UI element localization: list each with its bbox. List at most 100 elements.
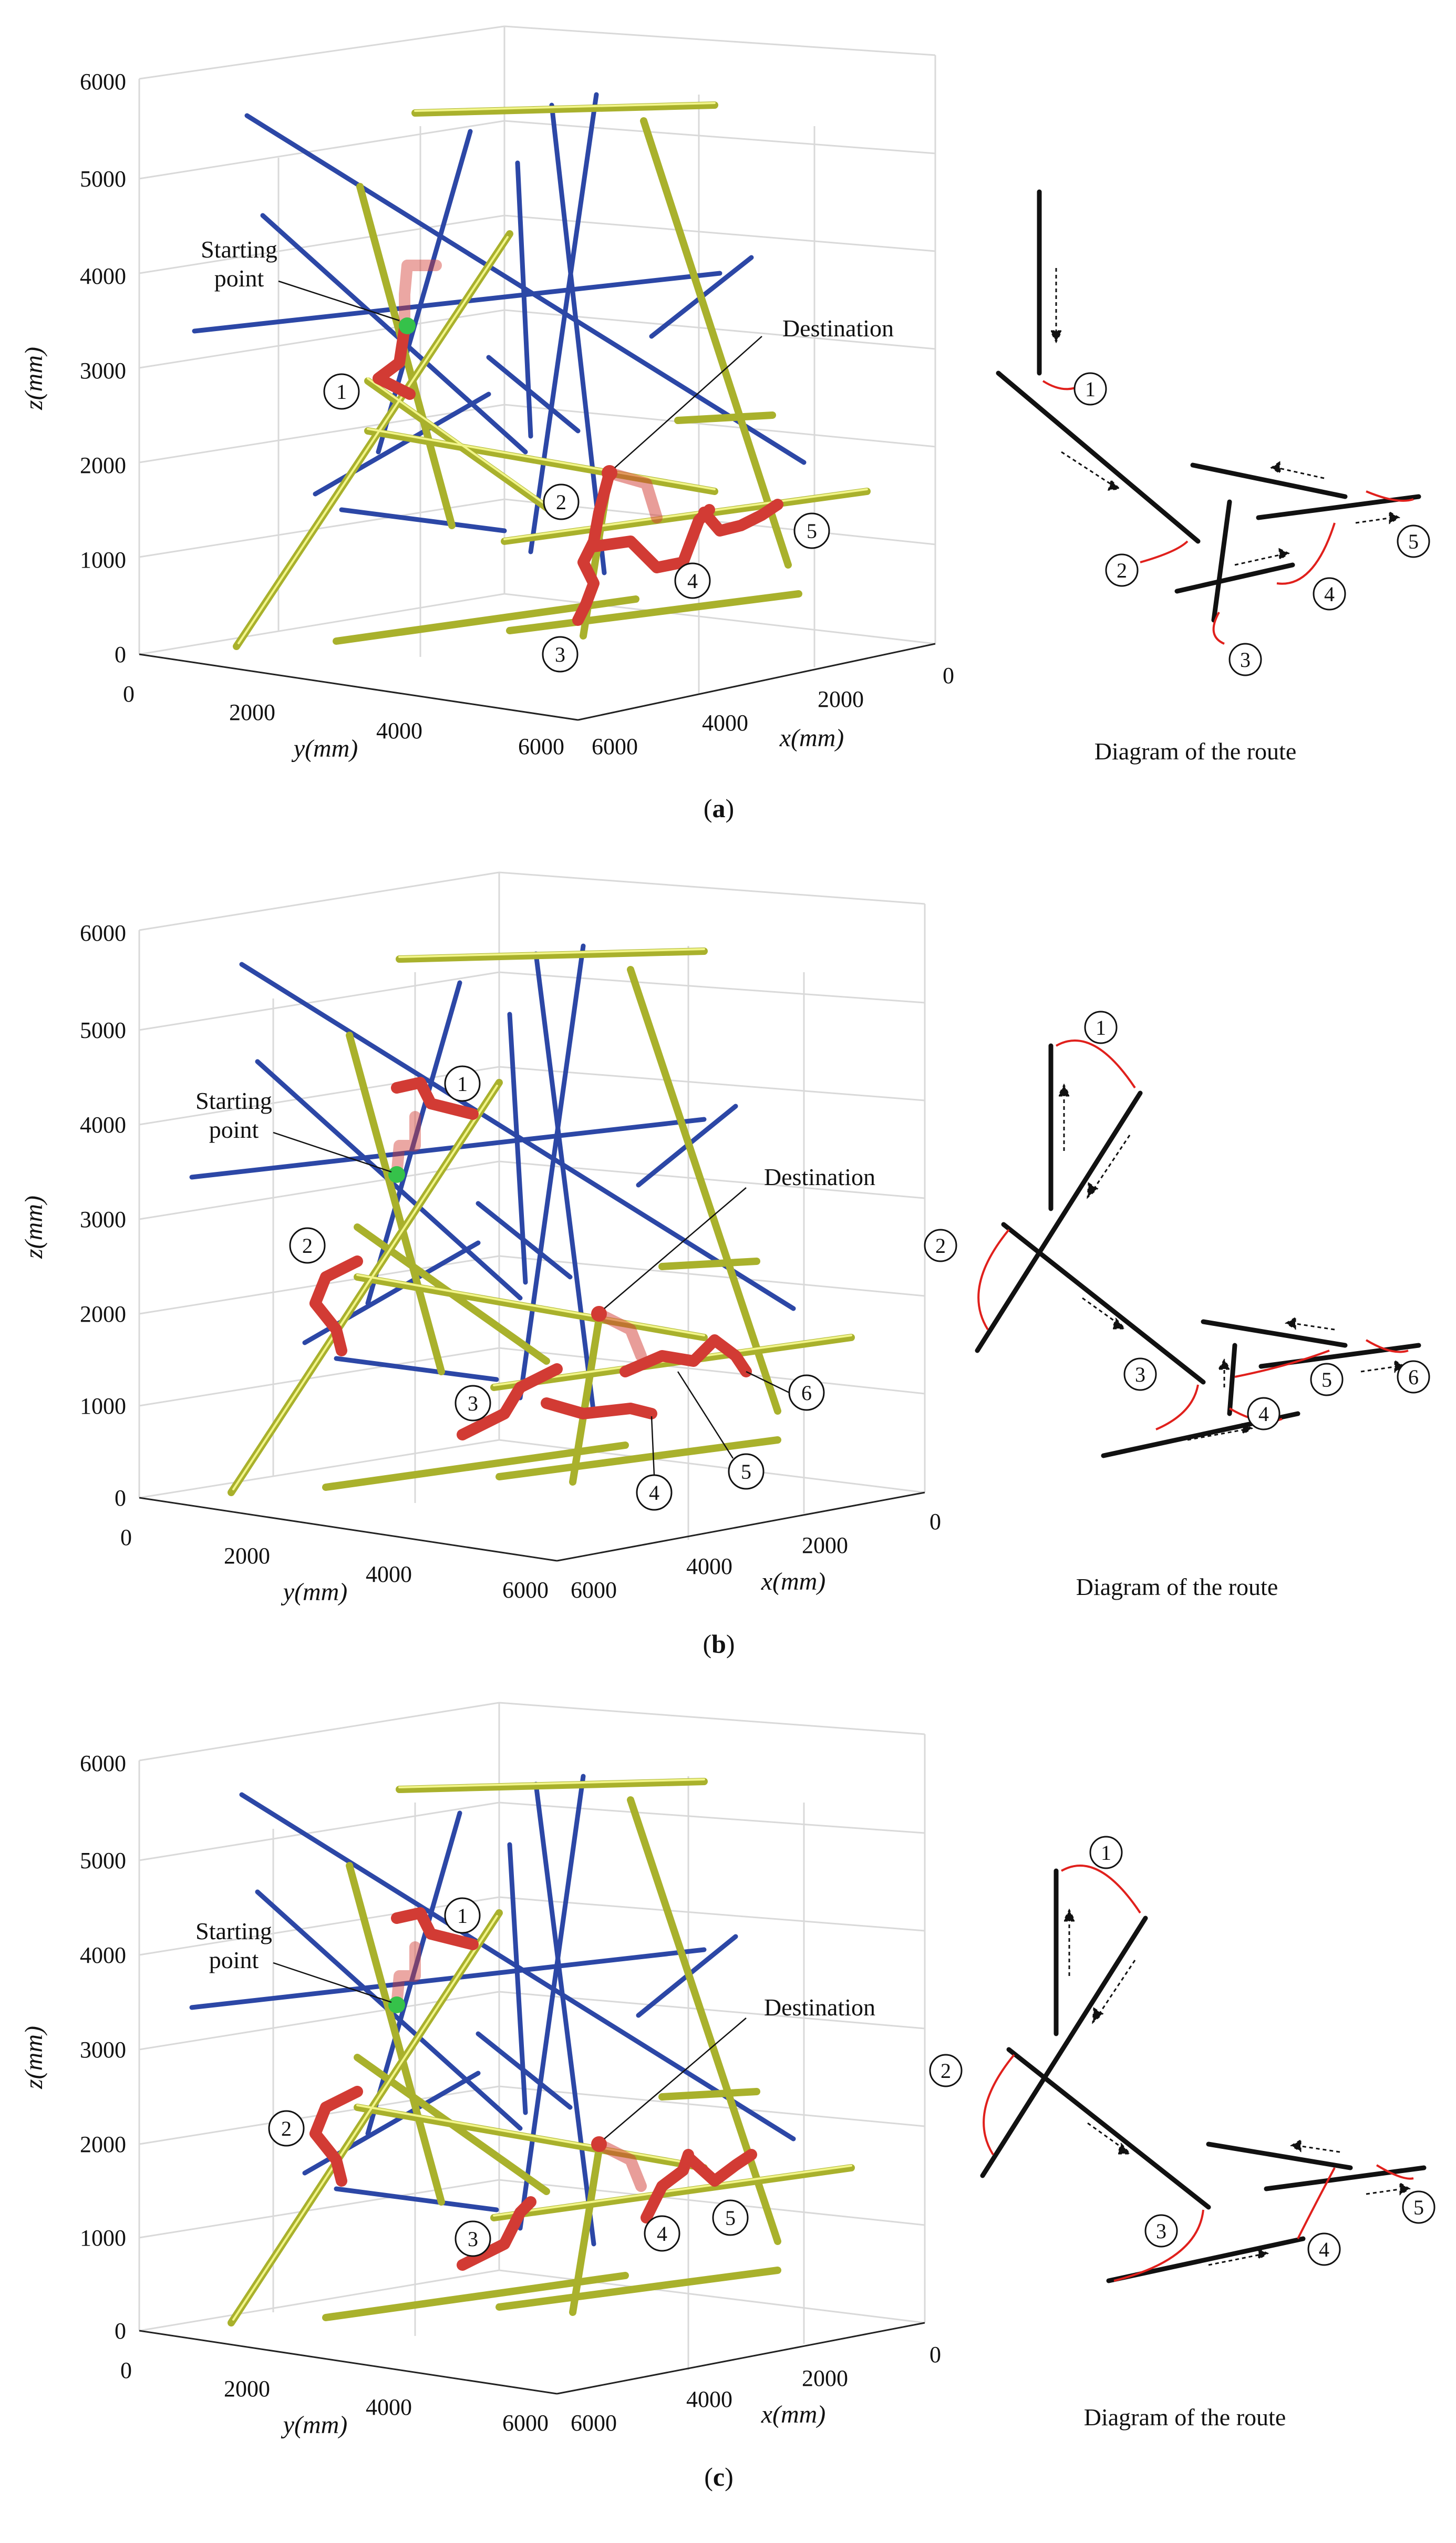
- y-tick-4000: 4000: [376, 718, 422, 744]
- route-marker: 4: [687, 569, 698, 593]
- z-tick-6000: 6000: [80, 1751, 126, 1776]
- diagram-marker: 3: [1240, 648, 1251, 672]
- z-tick-3000: 3000: [80, 1207, 126, 1232]
- yellow-poles: [228, 948, 855, 1496]
- y-tick-0: 0: [120, 1525, 132, 1550]
- diagram-marker: 3: [1156, 2219, 1166, 2243]
- yellow-pole: [506, 590, 802, 634]
- blue-pole: [528, 92, 599, 554]
- y-axis-label: y(mm): [281, 1578, 348, 1606]
- panel-b-svg: 0 1000 2000 3000 4000 5000 6000 z(mm) 0 …: [20, 871, 1430, 1659]
- x-axis-label: x(mm): [761, 2401, 826, 2428]
- y-tick-2000: 2000: [224, 1543, 270, 1569]
- z-tick-5000: 5000: [80, 1848, 126, 1873]
- yellow-pole: [640, 117, 792, 569]
- x-tick-6000: 6000: [571, 2410, 617, 2436]
- z-axis-label: z(mm): [20, 347, 48, 410]
- z-axis-label: z(mm): [20, 2026, 48, 2089]
- starting-label-line2: point: [214, 265, 264, 292]
- z-tick-5000: 5000: [80, 166, 126, 192]
- route-marker: 5: [725, 2206, 736, 2230]
- z-tick-6000: 6000: [80, 69, 126, 95]
- blue-pole: [192, 271, 722, 334]
- svg-text:(a): (a): [704, 794, 734, 823]
- panel-a: 0 1000 2000 3000 4000 5000 6000 z(mm) 0 …: [0, 0, 1456, 841]
- destination-label: Destination: [764, 1164, 875, 1190]
- yellow-pole: [674, 411, 776, 424]
- x-tick-0: 0: [930, 1509, 941, 1535]
- panel-a-svg: 0 1000 2000 3000 4000 5000 6000 z(mm) 0 …: [20, 25, 1430, 823]
- robot-route: [309, 1077, 752, 1440]
- y-tick-0: 0: [123, 681, 135, 707]
- yellow-pole: [501, 488, 871, 545]
- panel-b: 0 1000 2000 3000 4000 5000 6000 z(mm) 0 …: [0, 841, 1456, 1682]
- yellow-poles: [228, 1778, 855, 2326]
- diagram-marker: 4: [1258, 1402, 1269, 1426]
- z-tick-5000: 5000: [80, 1017, 126, 1043]
- axes-frame: [139, 2322, 925, 2395]
- destination-marker: [602, 465, 617, 481]
- x-ticks: 6000 4000 2000 0 x(mm): [571, 2342, 941, 2436]
- svg-text:(c): (c): [704, 2462, 734, 2491]
- caption-letter: a: [712, 794, 726, 823]
- route-marker: 5: [807, 519, 817, 543]
- x-tick-2000: 2000: [818, 686, 864, 712]
- y-tick-6000: 6000: [502, 1577, 549, 1603]
- z-tick-0: 0: [115, 642, 126, 667]
- y-axis-label: y(mm): [291, 735, 358, 763]
- starting-leader-line: [273, 1131, 392, 1173]
- starting-label-line1: Starting: [195, 1918, 272, 1944]
- route-diagram: [975, 1043, 1421, 1458]
- y-tick-4000: 4000: [366, 1561, 412, 1587]
- x-tick-4000: 4000: [686, 2386, 732, 2412]
- blue-pole: [549, 102, 607, 575]
- diagram-marker: 1: [1085, 377, 1096, 401]
- destination-leader-line: [614, 336, 762, 468]
- z-tick-3000: 3000: [80, 358, 126, 384]
- route-diagram: [980, 1868, 1427, 2283]
- starting-label-line2: point: [209, 1116, 259, 1143]
- z-ticks: 0 1000 2000 3000 4000 5000 6000 z(mm): [20, 69, 126, 667]
- x-tick-0: 0: [943, 663, 954, 688]
- destination-leader-line: [604, 1187, 747, 1309]
- destination-marker: [591, 1306, 607, 1322]
- z-tick-4000: 4000: [80, 1112, 126, 1138]
- diagram-marker: 3: [1135, 1363, 1145, 1386]
- blue-pole: [486, 355, 581, 434]
- route-marker: 4: [649, 1481, 659, 1505]
- diagram-marker: 2: [1117, 559, 1127, 582]
- diagram-marker: 5: [1413, 2196, 1424, 2219]
- z-tick-4000: 4000: [80, 1942, 126, 1968]
- starting-leader-line: [278, 280, 400, 322]
- z-tick-1000: 1000: [80, 1393, 126, 1419]
- route-marker: 1: [457, 1072, 468, 1096]
- blue-pole: [339, 507, 507, 533]
- z-tick-0: 0: [115, 2318, 126, 2344]
- y-ticks: 0 2000 4000 6000 y(mm): [120, 1525, 549, 1606]
- diagram-marker: 4: [1319, 2238, 1329, 2261]
- robot-route: [309, 1907, 757, 2271]
- panel-c: 0 1000 2000 3000 4000 5000 6000 z(mm) 0 …: [0, 1682, 1456, 2523]
- yellow-pole: [411, 101, 718, 117]
- z-axis-label: z(mm): [20, 1196, 48, 1259]
- starting-leader-line: [273, 1962, 392, 2003]
- route-diagram: [996, 189, 1421, 623]
- route-marker: 2: [281, 2117, 292, 2140]
- x-tick-4000: 4000: [702, 710, 748, 736]
- diagram-marker: 2: [935, 1234, 946, 1258]
- x-tick-2000: 2000: [802, 2365, 848, 2391]
- route-marker: 6: [801, 1381, 812, 1405]
- z-tick-4000: 4000: [80, 263, 126, 289]
- y-tick-6000: 6000: [518, 734, 564, 759]
- route-marker: 3: [468, 2227, 478, 2251]
- destination-label: Destination: [764, 1994, 875, 2021]
- route-marker: 2: [302, 1234, 313, 1258]
- z-tick-6000: 6000: [80, 920, 126, 946]
- route-marker: 5: [741, 1460, 751, 1484]
- blue-pole: [515, 160, 533, 439]
- diagram-marker: 1: [1096, 1016, 1106, 1039]
- starting-label-line1: Starting: [201, 236, 277, 263]
- svg-text:(b): (b): [703, 1629, 735, 1659]
- z-tick-2000: 2000: [80, 452, 126, 478]
- destination-leader-line: [604, 2017, 747, 2139]
